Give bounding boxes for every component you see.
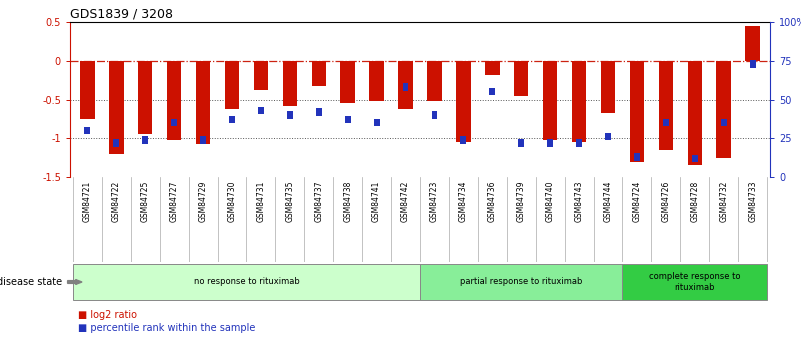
- Bar: [316, 108, 322, 116]
- Text: GSM84728: GSM84728: [690, 180, 699, 221]
- Bar: [572, 61, 586, 142]
- Bar: [663, 119, 669, 127]
- Bar: [403, 83, 409, 91]
- Bar: [518, 139, 524, 147]
- Bar: [225, 61, 239, 109]
- Bar: [138, 61, 152, 134]
- Bar: [658, 61, 673, 150]
- Text: GSM84736: GSM84736: [488, 180, 497, 222]
- Bar: [716, 61, 731, 158]
- Bar: [374, 119, 380, 127]
- Text: GSM84743: GSM84743: [574, 180, 584, 222]
- FancyBboxPatch shape: [420, 264, 622, 300]
- Text: GSM84734: GSM84734: [459, 180, 468, 222]
- FancyBboxPatch shape: [622, 264, 767, 300]
- Bar: [543, 61, 557, 140]
- Text: GSM84721: GSM84721: [83, 180, 92, 221]
- Text: disease state: disease state: [0, 277, 62, 287]
- Text: GSM84724: GSM84724: [633, 180, 642, 222]
- Text: GSM84723: GSM84723: [430, 180, 439, 222]
- Text: partial response to rituximab: partial response to rituximab: [460, 277, 582, 286]
- Text: GSM84735: GSM84735: [285, 180, 294, 222]
- Bar: [514, 61, 529, 96]
- Bar: [398, 61, 413, 109]
- Text: GDS1839 / 3208: GDS1839 / 3208: [70, 8, 173, 21]
- Bar: [427, 61, 441, 101]
- Text: GSM84733: GSM84733: [748, 180, 757, 222]
- Bar: [195, 61, 211, 145]
- Text: GSM84727: GSM84727: [170, 180, 179, 222]
- Bar: [601, 61, 615, 114]
- FancyBboxPatch shape: [73, 264, 420, 300]
- Bar: [283, 61, 297, 106]
- Bar: [630, 61, 644, 161]
- Bar: [171, 119, 177, 127]
- Bar: [687, 61, 702, 165]
- Text: GSM84725: GSM84725: [141, 180, 150, 222]
- Text: GSM84731: GSM84731: [256, 180, 265, 222]
- Text: ■ log2 ratio: ■ log2 ratio: [78, 310, 137, 320]
- Bar: [84, 127, 91, 134]
- Bar: [340, 61, 355, 104]
- Bar: [369, 61, 384, 101]
- Bar: [489, 88, 495, 96]
- Bar: [461, 136, 466, 144]
- Text: GSM84726: GSM84726: [662, 180, 670, 222]
- Text: GSM84741: GSM84741: [372, 180, 381, 222]
- Bar: [200, 136, 206, 144]
- Bar: [634, 153, 640, 160]
- Bar: [254, 61, 268, 90]
- Bar: [80, 61, 95, 119]
- Bar: [485, 61, 500, 75]
- Bar: [167, 61, 181, 140]
- Text: GSM84742: GSM84742: [401, 180, 410, 222]
- Bar: [547, 139, 553, 147]
- Bar: [746, 26, 760, 61]
- Bar: [576, 139, 582, 147]
- Text: GSM84738: GSM84738: [343, 180, 352, 222]
- Text: GSM84730: GSM84730: [227, 180, 236, 222]
- Bar: [258, 107, 264, 114]
- Text: GSM84722: GSM84722: [112, 180, 121, 221]
- Bar: [287, 111, 292, 119]
- Text: ■ percentile rank within the sample: ■ percentile rank within the sample: [78, 323, 256, 333]
- Text: GSM84729: GSM84729: [199, 180, 207, 222]
- Text: GSM84737: GSM84737: [314, 180, 324, 222]
- Text: complete response to
rituximab: complete response to rituximab: [649, 272, 741, 292]
- Text: GSM84740: GSM84740: [545, 180, 554, 222]
- Bar: [692, 155, 698, 162]
- Bar: [229, 116, 235, 124]
- Text: no response to rituximab: no response to rituximab: [194, 277, 300, 286]
- Bar: [750, 60, 755, 68]
- Bar: [109, 61, 123, 154]
- Text: GSM84732: GSM84732: [719, 180, 728, 222]
- Bar: [114, 139, 119, 147]
- Bar: [432, 111, 437, 119]
- Bar: [721, 119, 727, 127]
- Bar: [312, 61, 326, 86]
- Bar: [344, 116, 351, 124]
- Bar: [143, 136, 148, 144]
- Bar: [456, 61, 471, 142]
- Bar: [605, 133, 611, 140]
- Text: GSM84739: GSM84739: [517, 180, 525, 222]
- Text: GSM84744: GSM84744: [603, 180, 613, 222]
